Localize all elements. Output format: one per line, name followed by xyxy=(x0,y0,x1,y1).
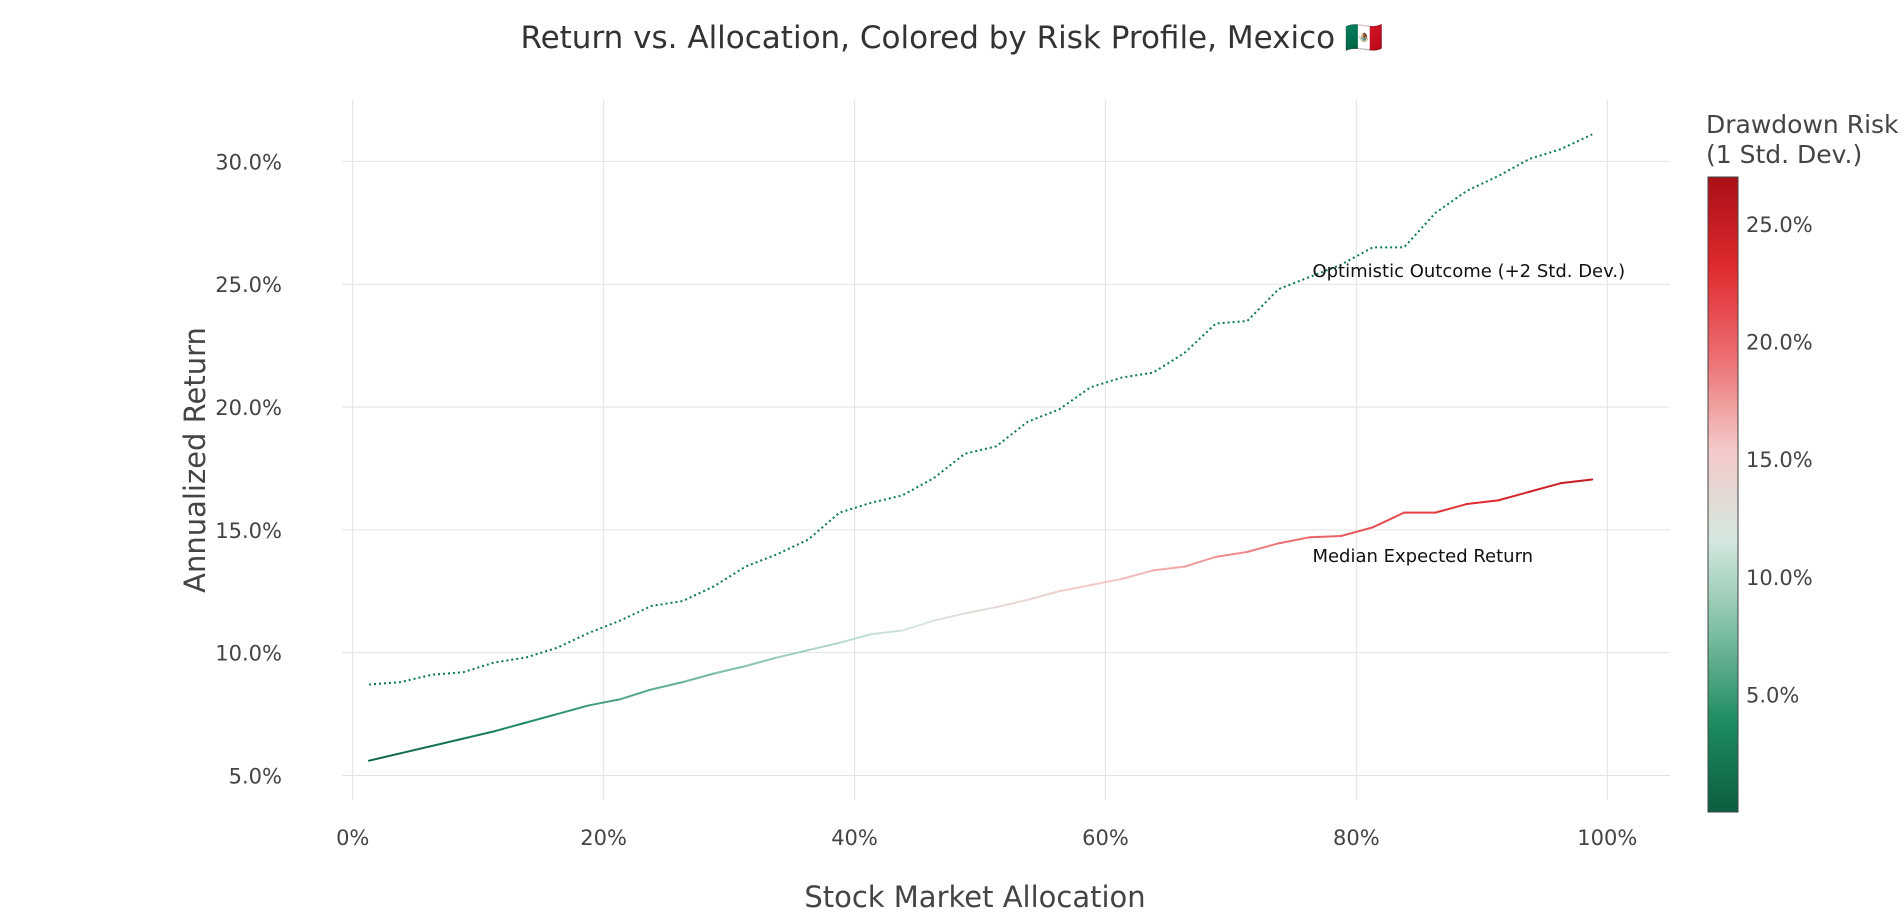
y-tick-label: 15.0% xyxy=(215,519,282,543)
y-axis-label: Annualized Return xyxy=(178,327,212,593)
y-tick-label: 30.0% xyxy=(215,150,282,174)
colorbar-title-line2: (1 Std. Dev.) xyxy=(1706,140,1862,169)
colorbar: Drawdown Risk (1 Std. Dev.) 5.0% 10.0% 15.… xyxy=(1706,110,1899,813)
series-segment-median xyxy=(681,672,716,684)
series-segment-median xyxy=(650,681,684,691)
series-segment-median xyxy=(1183,555,1217,568)
annotation-label: Optimistic Outcome (+2 Std. Dev.) xyxy=(1312,261,1625,282)
x-tick-label: 0% xyxy=(336,826,369,850)
x-tick-label: 20% xyxy=(580,826,627,850)
y-tick-label: 5.0% xyxy=(229,764,282,788)
series-segment-median xyxy=(1434,503,1468,514)
series-segment-median xyxy=(618,688,653,701)
y-tick-label: 20.0% xyxy=(215,396,282,420)
series-segment-median xyxy=(901,619,935,632)
series-segment-median xyxy=(1214,550,1249,558)
series-segment-median xyxy=(1497,490,1531,502)
x-tick-label: 60% xyxy=(1082,826,1129,850)
series-segment-median xyxy=(556,704,590,716)
colorbar-tick-label: 10.0% xyxy=(1746,566,1813,590)
series-segment-median xyxy=(524,713,559,724)
y-axis-ticks: 5.0% 10.0% 15.0% 20.0% 25.0% 30.0% xyxy=(215,150,282,788)
series-segment-median xyxy=(493,721,527,733)
series-segment-median xyxy=(1308,534,1343,539)
y-tick-label: 10.0% xyxy=(215,642,282,666)
series-segment-median xyxy=(430,737,465,747)
chart-title: Return vs. Allocation, Colored by Risk P… xyxy=(520,20,1383,56)
series-segment-median xyxy=(1340,526,1374,537)
series-segment-median xyxy=(1089,577,1123,587)
series-group xyxy=(368,133,1594,762)
series-segment-median xyxy=(587,698,621,707)
annotations: Optimistic Outcome (+2 Std. Dev.) Median … xyxy=(1312,261,1625,567)
series-segment-median xyxy=(995,598,1029,609)
series-segment-median xyxy=(807,641,841,652)
colorbar-title-line1: Drawdown Risk xyxy=(1706,110,1899,139)
x-tick-label: 100% xyxy=(1577,826,1637,850)
series-segment-median xyxy=(744,656,778,668)
x-axis-ticks: 0% 20% 40% 60% 80% 100% xyxy=(336,826,1637,850)
series-segment-median xyxy=(932,612,966,622)
x-axis-label: Stock Market Allocation xyxy=(804,880,1145,914)
series-segment-median xyxy=(1246,542,1280,553)
series-line-optimistic xyxy=(368,133,1593,686)
colorbar-tick-label: 15.0% xyxy=(1746,448,1813,472)
series-segment-median xyxy=(1528,482,1562,493)
colorbar-tick-label: 25.0% xyxy=(1746,213,1813,237)
y-tick-label: 25.0% xyxy=(215,273,282,297)
x-tick-label: 80% xyxy=(1333,826,1380,850)
series-segment-median xyxy=(1058,584,1092,593)
series-segment-median xyxy=(838,633,872,644)
series-segment-median xyxy=(1465,499,1500,506)
grid-lines xyxy=(342,100,1670,800)
series-segment-median xyxy=(1120,569,1155,580)
series-segment-median xyxy=(869,629,904,636)
series-segment-median xyxy=(1371,511,1406,529)
series-segment-median xyxy=(775,649,810,659)
x-tick-label: 40% xyxy=(831,826,878,850)
series-segment-median xyxy=(1026,590,1061,601)
series-segment-median xyxy=(399,744,433,755)
colorbar-tick-label: 5.0% xyxy=(1746,683,1799,707)
series-segment-median xyxy=(1277,536,1311,545)
series-segment-median xyxy=(1559,478,1594,485)
series-segment-median xyxy=(713,665,747,675)
colorbar-ticks: 5.0% 10.0% 15.0% 20.0% 25.0% xyxy=(1746,213,1813,707)
series-segment-median xyxy=(1152,565,1186,572)
series-segment-median xyxy=(368,752,402,762)
colorbar-tick-label: 20.0% xyxy=(1746,331,1813,355)
series-segment-median xyxy=(462,730,496,740)
series-segment-median xyxy=(963,606,998,615)
colorbar-gradient xyxy=(1707,176,1739,813)
annotation-label: Median Expected Return xyxy=(1312,546,1533,567)
